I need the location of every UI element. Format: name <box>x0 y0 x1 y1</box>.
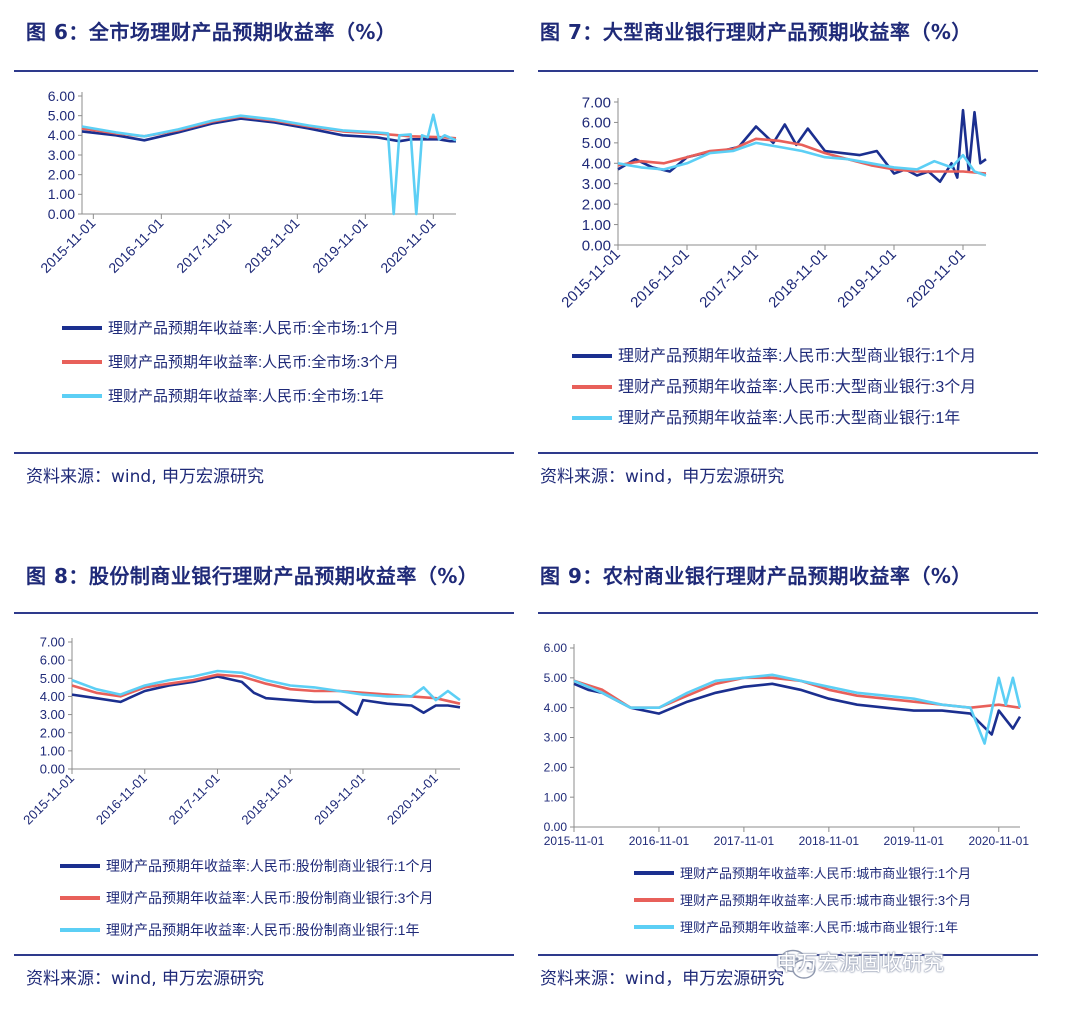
legend-label: 理财产品预期年收益率:人民币:大型商业银行:1年 <box>618 409 960 427</box>
y-tick-label: 4.00 <box>582 156 611 173</box>
x-tick-label: 2018-11-01 <box>241 215 302 276</box>
x-tick-label: 2017-11-01 <box>696 246 761 311</box>
y-tick-label: 0.00 <box>544 820 568 834</box>
legend-label: 理财产品预期年收益率:人民币:城市商业银行:1年 <box>680 920 958 935</box>
source-note: 资料来源：wind, 申万宏源研究 <box>26 467 264 487</box>
figure-title: 图 7：大型商业银行理财产品预期收益率（%） <box>540 20 972 44</box>
y-tick-label: 3.00 <box>40 707 65 722</box>
legend-label: 理财产品预期年收益率:人民币:股份制商业银行:1年 <box>106 922 419 938</box>
legend-label: 理财产品预期年收益率:人民币:股份制商业银行:3个月 <box>106 890 433 906</box>
series-line-1 <box>71 675 461 716</box>
x-tick-label: 2015-11-01 <box>37 215 98 276</box>
x-tick-label: 2020-11-01 <box>969 834 1030 848</box>
y-tick-label: 2.00 <box>48 167 75 183</box>
x-tick-label: 2016-11-01 <box>627 246 692 311</box>
source-divider <box>14 954 514 956</box>
legend-label: 理财产品预期年收益率:人民币:股份制商业银行:1个月 <box>106 858 433 874</box>
x-tick-label: 2019-11-01 <box>311 771 368 828</box>
y-tick-label: 1.00 <box>40 743 65 758</box>
y-tick-label: 4.00 <box>40 689 65 704</box>
x-tick-label: 2020-11-01 <box>903 246 968 311</box>
source-note: 资料来源：wind，申万宏源研究 <box>540 969 785 989</box>
y-tick-label: 4.00 <box>48 127 75 143</box>
title-divider <box>538 612 1038 614</box>
y-tick-label: 6.00 <box>48 88 75 104</box>
x-tick-label: 2015-11-01 <box>20 771 77 828</box>
y-tick-label: 6.00 <box>582 115 611 132</box>
x-tick-label: 2016-11-01 <box>93 771 150 828</box>
source-divider <box>14 452 514 454</box>
x-tick-label: 2016-11-01 <box>629 834 690 848</box>
y-tick-label: 7.00 <box>40 635 65 650</box>
y-tick-label: 2.00 <box>544 761 568 775</box>
title-divider <box>14 612 514 614</box>
y-tick-label: 2.00 <box>582 196 611 213</box>
y-tick-label: 5.00 <box>40 671 65 686</box>
figure-title: 图 6：全市场理财产品预期收益率（%） <box>26 20 397 44</box>
y-tick-label: 3.00 <box>48 147 75 163</box>
x-tick-label: 2016-11-01 <box>105 215 166 276</box>
y-tick-label: 0.00 <box>40 762 65 777</box>
source-divider <box>538 452 1038 454</box>
y-tick-label: 7.00 <box>582 94 611 111</box>
x-tick-label: 2017-11-01 <box>714 834 775 848</box>
title-divider <box>538 70 1038 72</box>
y-tick-label: 3.00 <box>582 176 611 193</box>
x-tick-label: 2018-11-01 <box>799 834 860 848</box>
x-tick-label: 2019-11-01 <box>834 246 899 311</box>
series-line-3 <box>71 669 461 702</box>
y-tick-label: 1.00 <box>582 217 611 234</box>
watermark: 申万宏源固收研究 <box>776 951 944 975</box>
y-tick-label: 6.00 <box>40 653 65 668</box>
line-chart: 0.00 1.00 2.00 3.00 4.00 5.00 6.00 2015-11-01 20… <box>544 641 1030 935</box>
y-tick-label: 4.00 <box>544 701 568 715</box>
x-tick-label: 2020-11-01 <box>377 215 438 276</box>
series-line-1 <box>573 682 1022 736</box>
legend-label: 理财产品预期年收益率:人民币:大型商业银行:3个月 <box>618 378 976 396</box>
series-line-2 <box>617 137 987 175</box>
y-tick-label: 5.00 <box>48 108 75 124</box>
series-line-1 <box>81 117 456 143</box>
figure-title: 图 8：股份制商业银行理财产品预期收益率（%） <box>26 564 479 588</box>
legend-label: 理财产品预期年收益率:人民币:城市商业银行:3个月 <box>680 893 971 908</box>
title-divider <box>14 70 514 72</box>
legend-label: 理财产品预期年收益率:人民币:城市商业银行:1个月 <box>680 866 971 881</box>
line-chart: 0.00 1.00 2.00 3.00 4.00 5.00 6.00 7.00 2015-11-… <box>558 94 987 427</box>
y-tick-label: 1.00 <box>48 186 75 202</box>
y-tick-label: 6.00 <box>544 641 568 655</box>
x-tick-label: 2017-11-01 <box>166 771 223 828</box>
legend-label: 理财产品预期年收益率:人民币:全市场:1年 <box>108 387 384 405</box>
x-tick-label: 2015-11-01 <box>544 834 605 848</box>
y-tick-label: 1.00 <box>544 790 568 804</box>
x-tick-label: 2020-11-01 <box>384 771 441 828</box>
x-tick-label: 2015-11-01 <box>558 246 623 311</box>
source-note: 资料来源：wind，申万宏源研究 <box>540 467 785 487</box>
y-tick-label: 0.00 <box>582 237 611 254</box>
x-tick-label: 2019-11-01 <box>884 834 945 848</box>
source-note: 资料来源：wind, 申万宏源研究 <box>26 969 264 989</box>
legend-label: 理财产品预期年收益率:人民币:全市场:1个月 <box>108 319 399 337</box>
x-tick-label: 2017-11-01 <box>173 215 234 276</box>
series-line-2 <box>573 676 1021 709</box>
line-chart: 0.00 1.00 2.00 3.00 4.00 5.00 6.00 7.00 2015-11-… <box>20 635 461 938</box>
series-line-3 <box>81 113 457 216</box>
y-tick-label: 5.00 <box>582 135 611 152</box>
series-line-3 <box>617 141 987 177</box>
legend-label: 理财产品预期年收益率:人民币:大型商业银行:1个月 <box>618 347 976 365</box>
legend-label: 理财产品预期年收益率:人民币:全市场:3个月 <box>108 353 399 371</box>
x-tick-label: 2018-11-01 <box>238 771 295 828</box>
wechat-icon <box>779 949 816 979</box>
y-tick-label: 0.00 <box>48 206 75 222</box>
y-tick-label: 3.00 <box>544 731 568 745</box>
x-tick-label: 2018-11-01 <box>765 246 830 311</box>
series-line-3 <box>573 673 1022 745</box>
y-tick-label: 5.00 <box>544 671 568 685</box>
y-tick-label: 2.00 <box>40 725 65 740</box>
figure-title: 图 9：农村商业银行理财产品预期收益率（%） <box>540 564 972 588</box>
x-tick-label: 2019-11-01 <box>309 215 370 276</box>
